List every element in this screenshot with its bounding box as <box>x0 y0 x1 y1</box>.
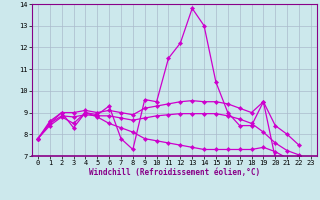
X-axis label: Windchill (Refroidissement éolien,°C): Windchill (Refroidissement éolien,°C) <box>89 168 260 177</box>
